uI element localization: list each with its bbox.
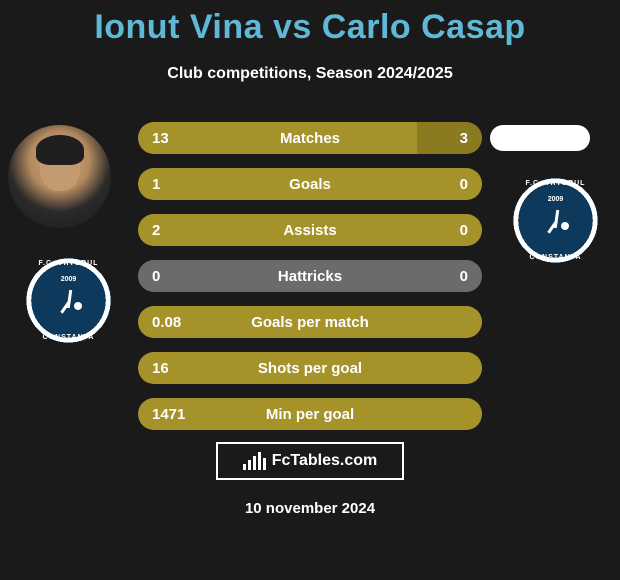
club-name-top: F.C. VIITORUL bbox=[513, 180, 598, 187]
stat-row: 16Shots per goal bbox=[138, 352, 482, 384]
club-name-top: F.C. VIITORUL bbox=[26, 260, 111, 267]
club-name-bottom: CONSTANTA bbox=[513, 254, 598, 261]
player-avatar-right-placeholder bbox=[490, 125, 590, 151]
club-ball-icon bbox=[74, 302, 82, 310]
footer-brand-box: FcTables.com bbox=[216, 442, 404, 480]
player-avatar-left bbox=[8, 125, 111, 228]
stats-container: 13Matches31Goals02Assists00Hattricks00.0… bbox=[138, 122, 482, 444]
stat-row: 0Hattricks0 bbox=[138, 260, 482, 292]
stat-label: Shots per goal bbox=[138, 360, 482, 377]
stat-label: Goals per match bbox=[138, 314, 482, 331]
page-title: Ionut Vina vs Carlo Casap bbox=[0, 0, 620, 47]
footer-brand-text: FcTables.com bbox=[272, 452, 378, 470]
stat-row: 2Assists0 bbox=[138, 214, 482, 246]
stat-label: Assists bbox=[138, 222, 482, 239]
stat-row: 13Matches3 bbox=[138, 122, 482, 154]
club-ball-icon bbox=[561, 222, 569, 230]
stat-label: Goals bbox=[138, 176, 482, 193]
stat-label: Hattricks bbox=[138, 268, 482, 285]
footer-bars-icon bbox=[243, 452, 266, 470]
club-kicker-icon bbox=[549, 206, 563, 236]
stat-value-right: 0 bbox=[460, 176, 482, 193]
club-kicker-icon bbox=[62, 286, 76, 316]
stat-row: 0.08Goals per match bbox=[138, 306, 482, 338]
club-year: 2009 bbox=[26, 276, 111, 283]
stat-label: Min per goal bbox=[138, 406, 482, 423]
stat-value-right: 3 bbox=[460, 130, 482, 147]
stat-value-right: 0 bbox=[460, 222, 482, 239]
stat-label: Matches bbox=[138, 130, 482, 147]
footer-date: 10 november 2024 bbox=[0, 500, 620, 517]
stat-row: 1Goals0 bbox=[138, 168, 482, 200]
club-name-bottom: CONSTANTA bbox=[26, 334, 111, 341]
club-year: 2009 bbox=[513, 196, 598, 203]
stat-value-right: 0 bbox=[460, 268, 482, 285]
club-logo-right: F.C. VIITORUL 2009 CONSTANTA bbox=[513, 178, 598, 263]
club-logo-left: F.C. VIITORUL 2009 CONSTANTA bbox=[26, 258, 111, 343]
stat-row: 1471Min per goal bbox=[138, 398, 482, 430]
subtitle: Club competitions, Season 2024/2025 bbox=[0, 65, 620, 83]
